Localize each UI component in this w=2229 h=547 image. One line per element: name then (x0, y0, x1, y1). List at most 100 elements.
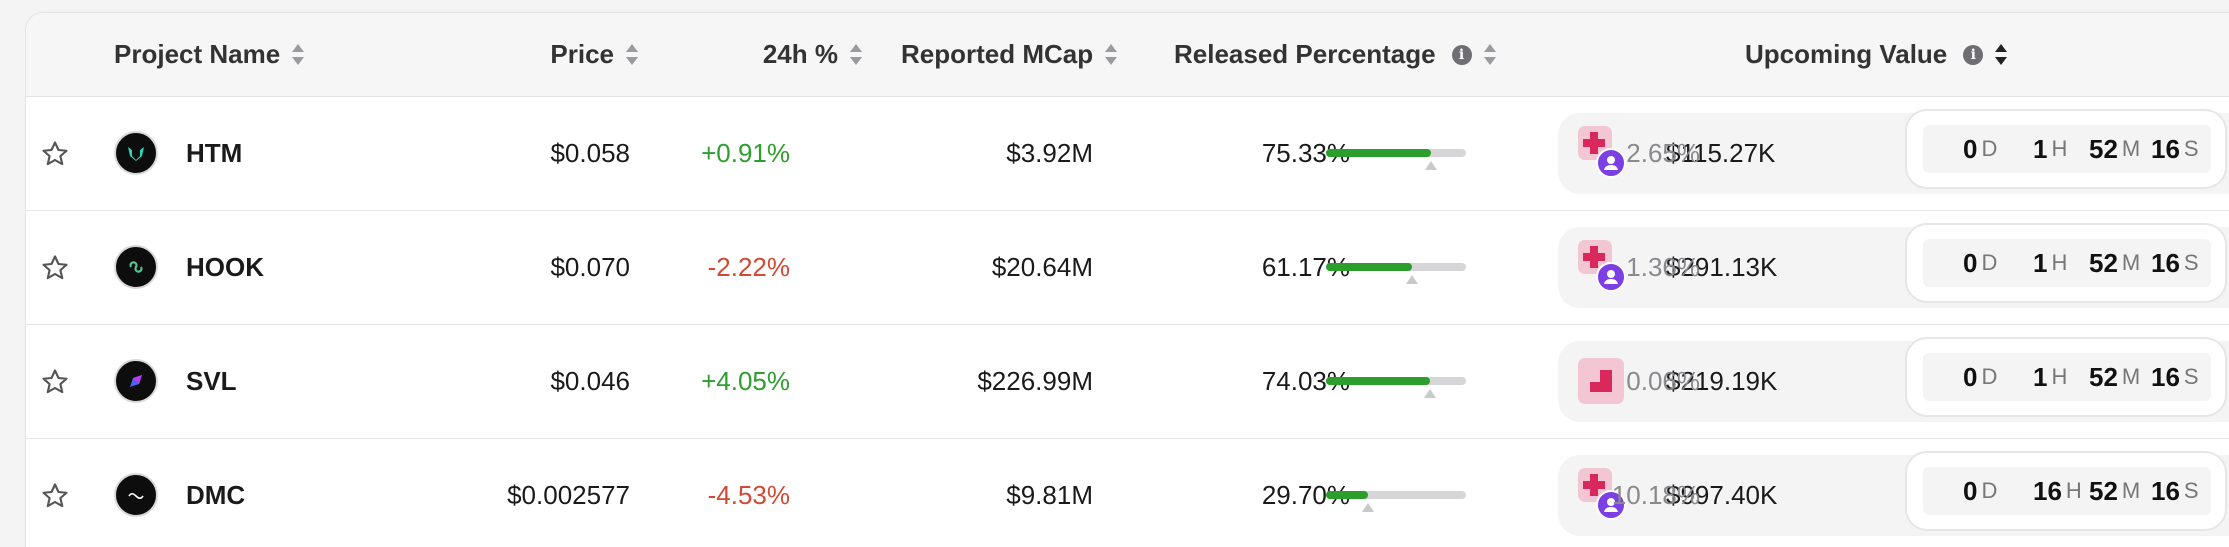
released-progress-bar (1326, 325, 1466, 438)
column-upcoming-value[interactable]: Upcoming Value i (1745, 13, 2009, 96)
sort-icon[interactable] (1105, 43, 1119, 67)
project-logo (114, 473, 158, 517)
countdown-seconds: 16 S (2151, 125, 2199, 173)
upcoming-percentage: 1.36% (1626, 252, 1700, 282)
unlock-type-badge (1578, 354, 1626, 406)
table-row[interactable]: SVL $0.046 +4.05% $226.99M 74.03% $219.1… (26, 325, 2229, 439)
change-24h-value: +0.91% (701, 138, 790, 168)
progress-track (1326, 377, 1466, 385)
allocation-avatar-icon (1596, 148, 1626, 178)
countdown-number: 52 (2089, 361, 2118, 392)
countdown-unit: D (1981, 478, 1998, 503)
upcoming-percentage: 10.18% (1611, 480, 1700, 510)
table-row[interactable]: DMC $0.002577 -4.53% $9.81M 29.70% $997.… (26, 439, 2229, 547)
upcoming-value: $291.13K (1666, 252, 1778, 282)
countdown-unit: M (2121, 250, 2141, 275)
unlock-type-badge (1578, 126, 1626, 178)
upcoming-marker-icon (1425, 161, 1438, 170)
progress-fill (1326, 377, 1430, 385)
table-header: Project Name Price 24h % Reported MCap R… (26, 13, 2229, 97)
upcoming-percentage: 2.65% (1626, 138, 1700, 168)
upcoming-value: $115.27K (1666, 138, 1776, 168)
countdown-unit: S (2183, 478, 2199, 503)
released-progress-bar (1326, 439, 1466, 547)
favorite-star-icon[interactable] (40, 211, 70, 324)
unlock-category-icon (1578, 240, 1612, 274)
upcoming-percentage: 0.06% (1626, 366, 1700, 396)
table-row[interactable]: HTM $0.058 +0.91% $3.92M 75.33% $115.27K… (26, 97, 2229, 211)
unlock-type-badge (1578, 240, 1626, 292)
favorite-star-icon[interactable] (40, 325, 70, 438)
upcoming-value: $997.40K (1666, 480, 1778, 510)
column-label: Released Percentage (1174, 39, 1436, 69)
price-value: $0.046 (550, 366, 630, 396)
project-name[interactable]: HOOK (186, 252, 264, 282)
countdown-number: 0 (1963, 475, 1978, 506)
reported-mcap-value: $20.64M (991, 252, 1093, 282)
upcoming-value: $219.19K (1666, 366, 1778, 396)
sort-icon[interactable] (1995, 43, 2009, 67)
countdown-seconds: 16 S (2151, 467, 2199, 515)
countdown-number: 1 (2033, 247, 2048, 278)
project-logo (114, 245, 158, 289)
countdown-number: 52 (2089, 247, 2118, 278)
countdown-number: 52 (2089, 133, 2118, 164)
table-row[interactable]: HOOK $0.070 -2.22% $20.64M 61.17% $291.1… (26, 211, 2229, 325)
progress-fill (1326, 149, 1432, 157)
countdown-unit: H (2065, 478, 2082, 503)
countdown-number: 16 (2151, 247, 2180, 278)
sort-icon[interactable] (292, 43, 306, 67)
countdown-minutes: 52 M (2089, 239, 2140, 287)
countdown-unit: D (1981, 364, 1998, 389)
column-label: Upcoming Value (1745, 39, 1948, 69)
change-24h-value: +4.05% (701, 366, 790, 396)
sort-icon[interactable] (626, 43, 640, 67)
favorite-star-icon[interactable] (40, 439, 70, 547)
upcoming-marker-icon (1405, 275, 1418, 284)
countdown-unit: S (2183, 364, 2199, 389)
column-released-percentage[interactable]: Released Percentage i (1174, 13, 1498, 96)
upcoming-marker-icon (1361, 503, 1374, 512)
countdown-unit: H (2051, 364, 2068, 389)
progress-track (1326, 149, 1466, 157)
column-label: Project Name (114, 39, 281, 69)
column-project-name[interactable]: Project Name (114, 13, 306, 96)
unlock-table: Project Name Price 24h % Reported MCap R… (25, 12, 2229, 547)
project-name[interactable]: SVL (186, 366, 237, 396)
column-label: Price (550, 39, 614, 69)
released-progress-bar (1326, 211, 1466, 324)
countdown-number: 1 (2033, 133, 2048, 164)
countdown-number: 0 (1963, 133, 1978, 164)
reported-mcap-value: $3.92M (1006, 138, 1093, 168)
project-name[interactable]: HTM (186, 138, 243, 168)
favorite-star-icon[interactable] (40, 97, 70, 210)
column-reported-mcap[interactable]: Reported MCap (901, 13, 1119, 96)
reported-mcap-value: $9.81M (1006, 480, 1093, 510)
change-24h-value: -2.22% (707, 252, 790, 282)
project-logo-icon (130, 375, 142, 387)
column-24h-change[interactable]: 24h % (763, 13, 864, 96)
countdown-seconds: 16 S (2151, 239, 2199, 287)
project-name[interactable]: DMC (186, 480, 246, 510)
unlock-category-icon (1578, 358, 1624, 404)
sort-icon[interactable] (850, 43, 864, 67)
released-progress-bar (1326, 97, 1466, 210)
column-price[interactable]: Price (550, 13, 640, 96)
countdown-number: 16 (2151, 361, 2180, 392)
info-icon[interactable]: i (1963, 44, 1984, 65)
progress-track (1326, 491, 1466, 499)
sort-icon[interactable] (1483, 43, 1498, 67)
upcoming-marker-icon (1423, 389, 1436, 398)
countdown-unit: M (2121, 478, 2141, 503)
countdown-number: 0 (1963, 361, 1978, 392)
info-icon[interactable]: i (1451, 44, 1472, 65)
column-label: 24h % (762, 39, 838, 69)
countdown-number: 16 (2151, 133, 2180, 164)
